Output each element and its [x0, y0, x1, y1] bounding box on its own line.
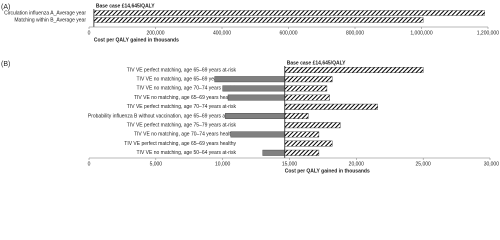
category-label: TIV VE no matching, age 70–74 years at-r…: [137, 86, 237, 92]
bar: [284, 94, 330, 101]
x-tick-label: 400,000: [213, 30, 231, 36]
chart: (A) Base case £14,645/QALY Circulation inf…: [1, 3, 500, 174]
category-label: TIV VE perfect matching, age 75–79 years…: [127, 123, 237, 129]
category-label: TIV VE no matching, age 65–69 years heal…: [134, 95, 237, 101]
x-axis-label: Cost per QALY gained in thousands: [285, 168, 370, 174]
x-tick-label: 200,000: [146, 30, 164, 36]
category-label: TIV VE perfect matching, age 65–69 years…: [124, 141, 236, 147]
x-tick-label: 0: [88, 30, 91, 36]
category-label: TIV VE no matching, age 65–69 years at-r…: [137, 77, 237, 83]
x-tick-label: 600,000: [279, 30, 297, 36]
panel-label: (A): [1, 4, 10, 11]
x-tick-label: 15,000: [282, 161, 298, 167]
category-label: TIV VE no matching, age 70–74 years heal…: [134, 132, 237, 138]
x-tick-label: 1,200,000: [477, 30, 499, 36]
x-tick-label: 25,000: [416, 161, 432, 167]
bar: [284, 113, 309, 119]
bar: [284, 76, 333, 83]
bar: [284, 149, 320, 156]
bar: [93, 10, 485, 16]
panel-title: Base case £14,645/QALY: [287, 60, 346, 66]
category-label: TIV VE perfect matching, age 65–69 years…: [127, 67, 237, 73]
bar: [284, 131, 320, 138]
bar: [262, 149, 285, 156]
category-label: TIV VE perfect matching, age 70–74 years…: [127, 104, 237, 110]
x-tick-label: 1,000,000: [410, 30, 432, 36]
bar: [284, 85, 328, 92]
bar: [222, 85, 285, 92]
bar: [284, 103, 378, 110]
category-label: TIV VE no matching, age 50–64 years at-r…: [137, 150, 237, 156]
category-label: Circulation influenza A_Average year: [4, 10, 86, 16]
bar: [284, 122, 341, 129]
panel-title: Base case £14,645/QALY: [96, 3, 155, 9]
x-tick-label: 20,000: [349, 161, 365, 167]
x-tick-label: 800,000: [346, 30, 364, 36]
x-tick-label: 10,000: [215, 161, 231, 167]
x-tick-label: 5,000: [150, 161, 163, 167]
category-label: Probability influenza B without vaccinat…: [88, 113, 237, 119]
bar: [227, 94, 285, 101]
category-label: Matching within B_Average year: [14, 17, 86, 23]
panel-label: (B): [1, 61, 10, 68]
bar: [225, 113, 285, 119]
x-tick-label: 0: [88, 161, 91, 167]
x-axis-label: Cost per QALY gained in thousands: [94, 37, 179, 43]
bar: [284, 67, 424, 73]
bar: [230, 131, 285, 138]
bar: [93, 17, 424, 23]
bar: [284, 140, 333, 147]
x-tick-label: 30,000: [484, 161, 500, 167]
bar: [214, 76, 285, 83]
